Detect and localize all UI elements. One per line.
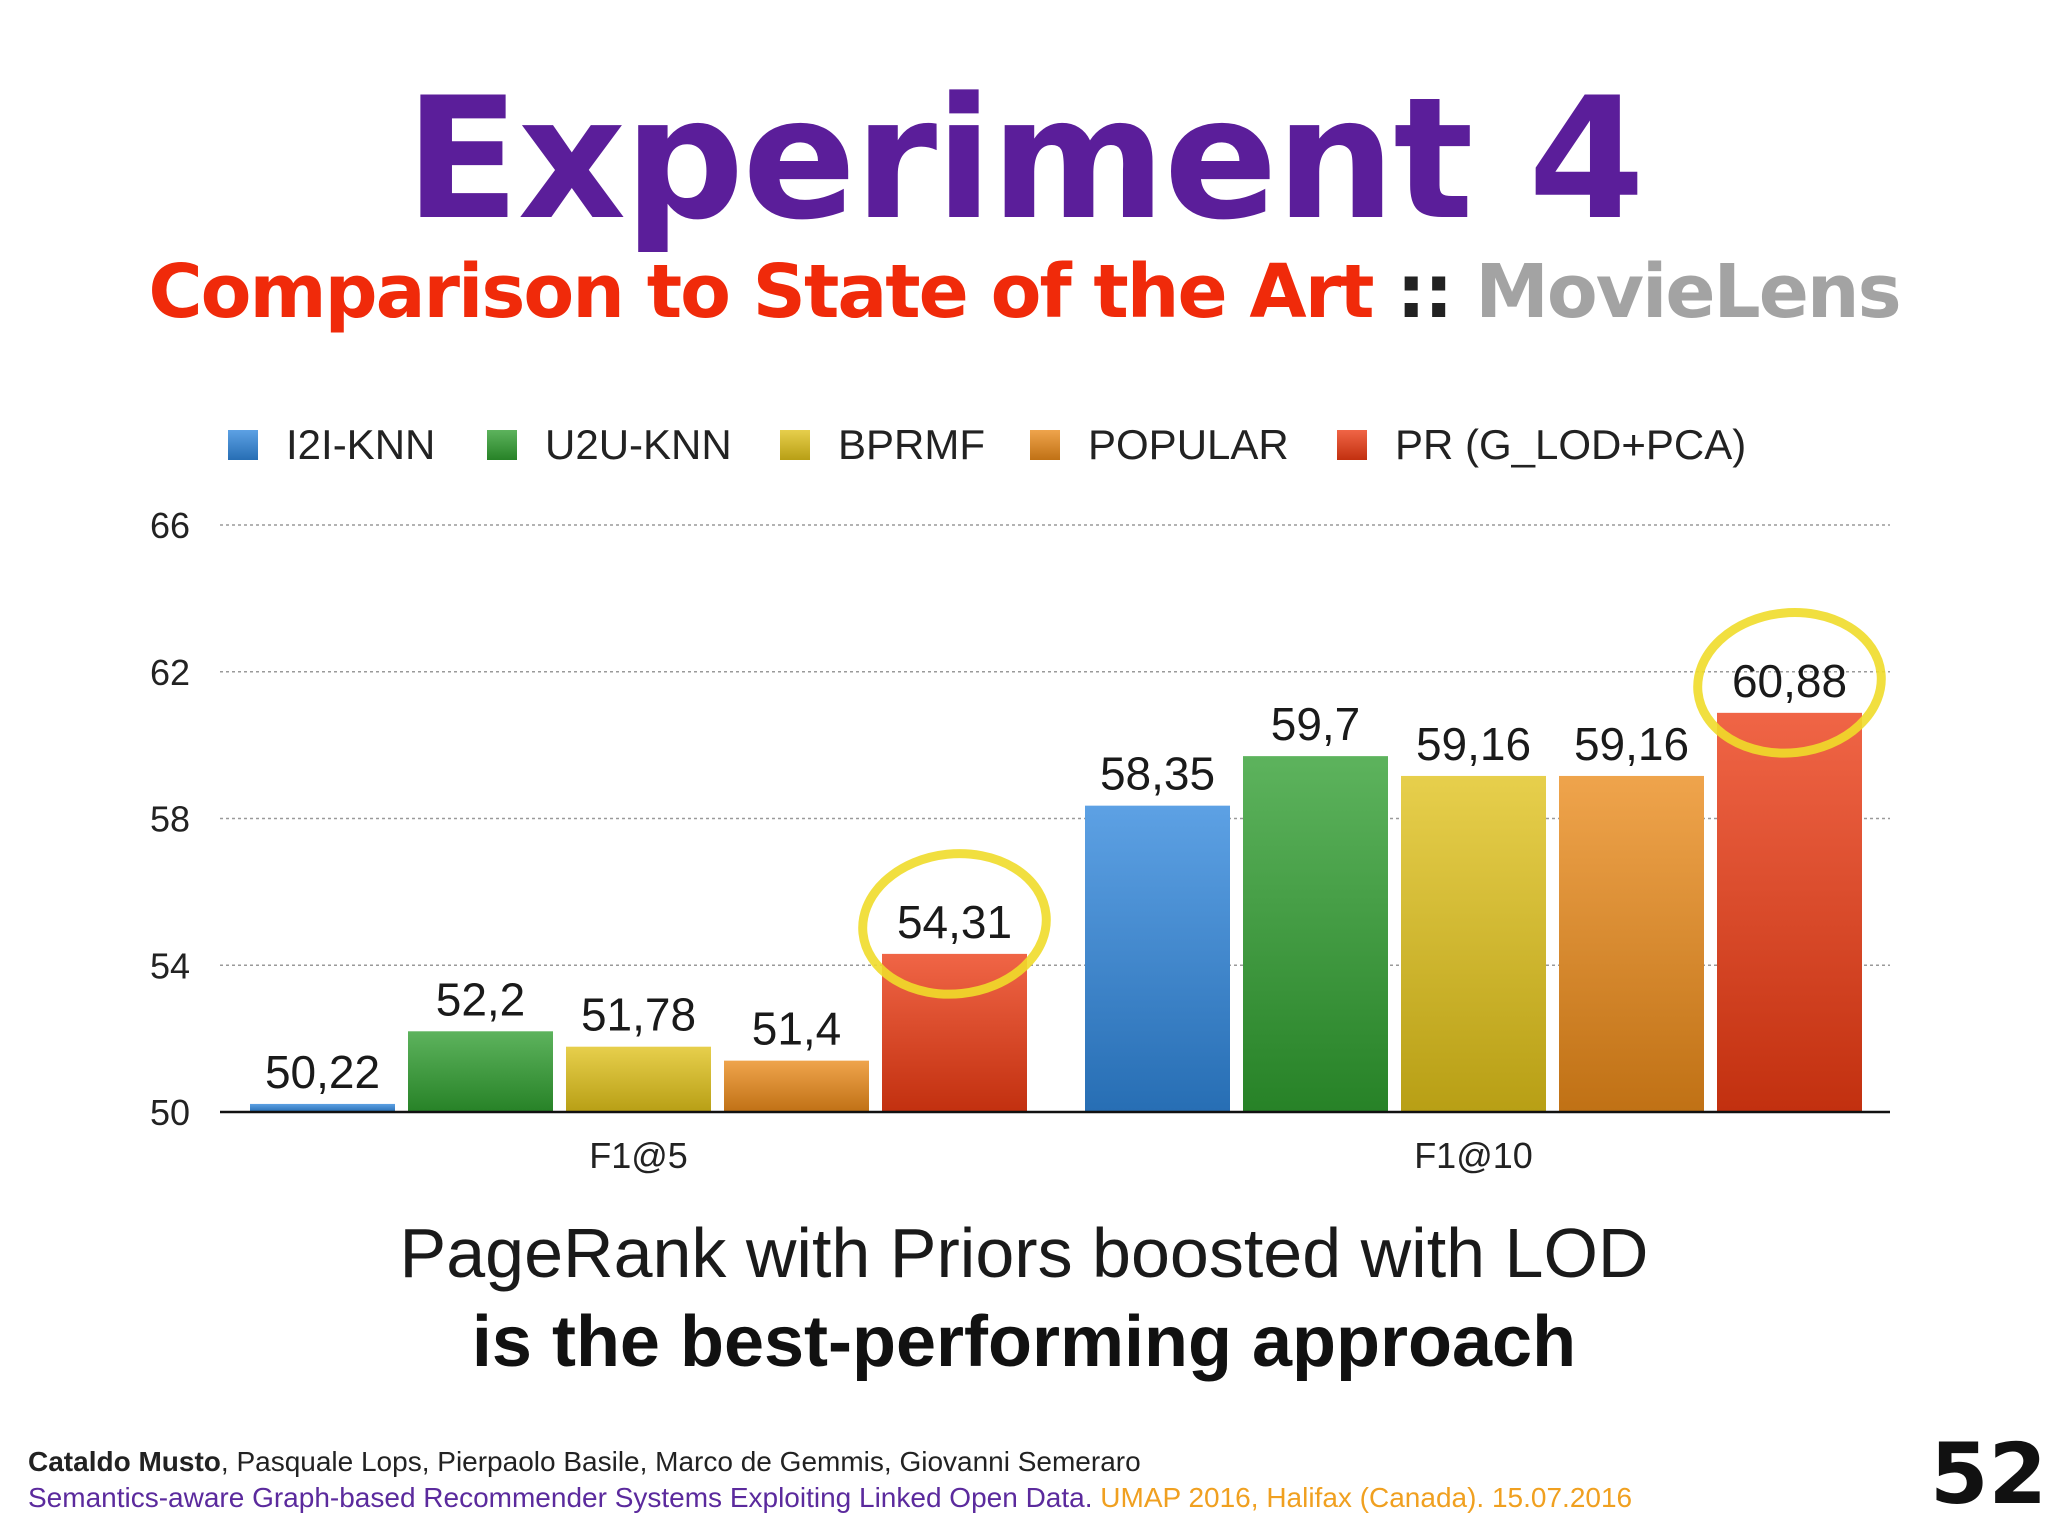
- bar-f1-5-popular: [724, 1060, 869, 1112]
- highlight-circle-f1-10: [1693, 608, 1886, 758]
- legend-label-i2i-knn: I2I-KNN: [286, 421, 435, 468]
- footer-paper-title: Semantics-aware Graph-based Recommender …: [28, 1482, 1093, 1513]
- page-number: 52: [1930, 1425, 2047, 1523]
- conclusion-line-2: is the best-performing approach: [471, 1302, 1577, 1382]
- chart-axes: 50 54 58 62 66 F1@5 F1@10: [150, 505, 1890, 1176]
- legend-label-pr-g-lod-pca: PR (G_LOD+PCA): [1395, 421, 1746, 468]
- bar-f1-10-pr-g-lod-pca: [1717, 712, 1862, 1112]
- legend-label-u2u-knn: U2U-KNN: [545, 421, 732, 468]
- legend-swatch-pr-g-lod-pca: [1337, 430, 1367, 460]
- legend-swatch-i2i-knn: [228, 430, 258, 460]
- bar-f1-10-i2i-knn: [1085, 805, 1230, 1112]
- y-tick-label-62: 62: [150, 652, 190, 693]
- x-category-label-f1-5: F1@5: [589, 1135, 688, 1176]
- bar-f1-5-u2u-knn: [408, 1031, 553, 1112]
- legend-item-i2i-knn: I2I-KNN: [228, 421, 435, 468]
- legend-item-bprmf: BPRMF: [780, 421, 985, 468]
- subtitle-main: Comparison to State of the Art: [148, 249, 1374, 335]
- slide-subtitle: Comparison to State of the Art :: MovieL…: [0, 255, 2048, 329]
- conclusion-line-1: PageRank with Priors boosted with LOD: [399, 1214, 1649, 1292]
- legend-item-pr-g-lod-pca: PR (G_LOD+PCA): [1337, 421, 1746, 468]
- chart-bars: [250, 712, 1862, 1112]
- legend-swatch-bprmf: [780, 430, 810, 460]
- y-tick-label-54: 54: [150, 945, 190, 986]
- footer-conference: UMAP 2016, Halifax (Canada). 15.07.2016: [1100, 1482, 1633, 1513]
- data-label-f1-10-u2u-knn: 59,7: [1271, 698, 1361, 750]
- subtitle-dataset: MovieLens: [1475, 249, 1901, 335]
- footer-authors: Cataldo Musto, Pasquale Lops, Pierpaolo …: [28, 1446, 1141, 1478]
- data-label-f1-5-i2i-knn: 50,22: [265, 1046, 380, 1098]
- legend-item-u2u-knn: U2U-KNN: [487, 421, 732, 468]
- x-category-label-f1-10: F1@10: [1414, 1135, 1533, 1176]
- y-tick-label-66: 66: [150, 505, 190, 546]
- data-label-f1-5-u2u-knn: 52,2: [436, 973, 526, 1025]
- data-label-f1-10-bprmf: 59,16: [1416, 718, 1531, 770]
- y-tick-label-58: 58: [150, 799, 190, 840]
- legend-label-popular: POPULAR: [1088, 421, 1289, 468]
- bar-f1-10-popular: [1559, 775, 1704, 1112]
- data-label-f1-5-pr-g-lod-pca: 54,31: [897, 896, 1012, 948]
- chart-legend: I2I-KNN U2U-KNN BPRMF POPULAR PR (G_LOD+PCA): [228, 421, 1746, 468]
- highlight-circle-f1-5: [858, 849, 1051, 999]
- chart-data-labels: 50,22 52,2 51,78 51,4 54,31 58,35 59,7 59,16 59,…: [265, 655, 1847, 1098]
- slide-title: Experiment 4: [404, 61, 1645, 257]
- chart-highlights: [858, 608, 1886, 999]
- data-label-f1-5-bprmf: 51,78: [581, 989, 696, 1041]
- data-label-f1-10-popular: 59,16: [1574, 718, 1689, 770]
- bar-f1-5-i2i-knn: [250, 1103, 395, 1112]
- chart-grid: [220, 524, 1890, 966]
- subtitle-separator: ::: [1396, 249, 1453, 335]
- footer-citation: Semantics-aware Graph-based Recommender …: [28, 1482, 1632, 1514]
- y-tick-label-50: 50: [150, 1092, 190, 1133]
- bar-chart: I2I-KNN U2U-KNN BPRMF POPULAR PR (G_LOD+PCA)…: [150, 421, 1890, 1176]
- data-label-f1-10-pr-g-lod-pca: 60,88: [1732, 655, 1847, 707]
- bar-f1-10-u2u-knn: [1243, 756, 1388, 1112]
- legend-swatch-u2u-knn: [487, 430, 517, 460]
- bar-f1-5-bprmf: [566, 1046, 711, 1112]
- footer-lead-author: Cataldo Musto: [28, 1446, 221, 1477]
- data-label-f1-10-i2i-knn: 58,35: [1100, 748, 1215, 800]
- data-label-f1-5-popular: 51,4: [752, 1003, 842, 1055]
- legend-swatch-popular: [1030, 430, 1060, 460]
- legend-item-popular: POPULAR: [1030, 421, 1289, 468]
- bar-f1-10-bprmf: [1401, 775, 1546, 1112]
- legend-label-bprmf: BPRMF: [838, 421, 985, 468]
- footer-coauthors: , Pasquale Lops, Pierpaolo Basile, Marco…: [220, 1446, 1141, 1477]
